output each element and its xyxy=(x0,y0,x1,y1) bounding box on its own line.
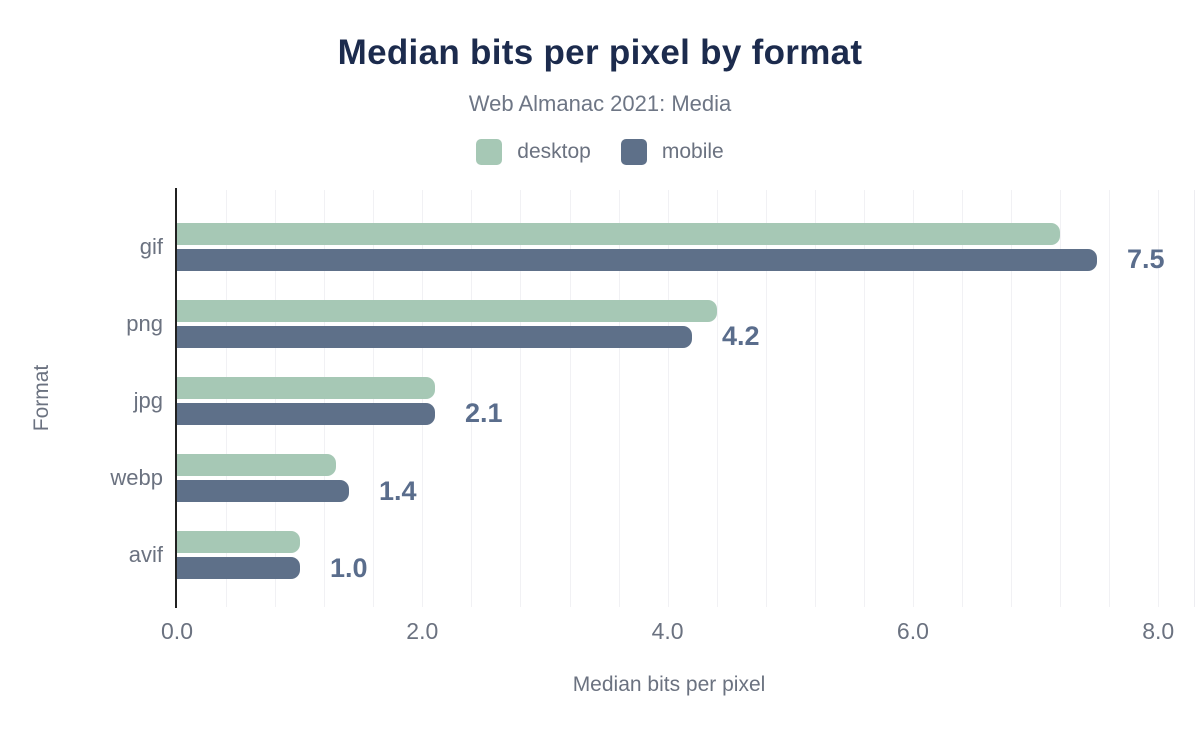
x-tick-label: 0.0 xyxy=(161,618,193,644)
desktop-bar-line xyxy=(177,531,1195,554)
desktop-bar xyxy=(177,454,336,477)
chart-subtitle: Web Almanac 2021: Media xyxy=(468,91,732,116)
desktop-bar-line xyxy=(177,376,1195,399)
x-tick-label: 8.0 xyxy=(1142,618,1175,644)
desktop-bar xyxy=(177,222,1060,245)
gridline xyxy=(765,190,767,607)
desktop-bar-line xyxy=(177,454,1195,477)
y-axis-title: Format xyxy=(30,364,53,432)
x-tick-label: 2.0 xyxy=(406,618,439,644)
desktop-bar xyxy=(177,376,435,399)
mobile-bar xyxy=(177,557,300,580)
bar-rows: gif 7.5 png 4.2 jpg 2.1 webp xyxy=(110,190,1195,607)
bar-group: gif 7.5 xyxy=(140,208,1195,285)
mobile-bar xyxy=(177,480,349,503)
mobile-bar-line: 2.1 xyxy=(177,398,1195,429)
gridline xyxy=(716,190,718,607)
mobile-bar-line: 7.5 xyxy=(177,244,1195,275)
mobile-bar-line: 1.0 xyxy=(177,552,1195,583)
desktop-bar xyxy=(177,299,717,322)
gridline xyxy=(912,190,914,607)
gridline xyxy=(814,190,816,607)
gridline xyxy=(1109,190,1111,607)
bar-group: webp 1.4 xyxy=(110,440,1195,517)
gridline xyxy=(520,190,522,607)
desktop-bar-line xyxy=(177,222,1195,245)
value-label: 2.1 xyxy=(465,398,503,429)
x-tick-label: 6.0 xyxy=(896,618,929,644)
gridline xyxy=(618,190,620,607)
value-label: 7.5 xyxy=(1127,244,1165,275)
desktop-bar-line xyxy=(177,299,1195,322)
category-label: gif xyxy=(139,233,163,259)
category-label: avif xyxy=(128,542,163,568)
gridline xyxy=(471,190,473,607)
chart-title: Median bits per pixel by format xyxy=(337,33,863,72)
legend-label: desktop xyxy=(517,140,591,163)
mobile-bar-line: 4.2 xyxy=(177,321,1195,352)
value-label: 1.4 xyxy=(379,475,417,506)
mobile-bar xyxy=(177,248,1097,271)
category-label: webp xyxy=(110,465,163,491)
bar-group: jpg 2.1 xyxy=(134,362,1195,439)
gridline xyxy=(863,190,865,607)
x-tick-label: 4.0 xyxy=(651,618,684,644)
legend: desktop mobile xyxy=(0,139,1200,165)
bar-group: png 4.2 xyxy=(126,285,1195,362)
gridline xyxy=(1158,190,1160,607)
category-label: png xyxy=(126,310,163,336)
x-axis-title: Median bits per pixel xyxy=(572,673,766,696)
gridline xyxy=(667,190,669,607)
gridline xyxy=(569,190,571,607)
value-label: 1.0 xyxy=(330,552,368,583)
gridline xyxy=(1060,190,1062,607)
legend-swatch xyxy=(476,139,503,165)
desktop-bar xyxy=(177,531,300,554)
bar-group: avif 1.0 xyxy=(129,517,1195,594)
plot-area: gif 7.5 png 4.2 jpg 2.1 webp xyxy=(110,190,1195,607)
mobile-bar-line: 1.4 xyxy=(177,475,1195,506)
legend-item: mobile xyxy=(620,139,724,165)
legend-swatch xyxy=(620,139,647,165)
legend-label: mobile xyxy=(661,140,724,163)
legend-item: desktop xyxy=(476,139,591,165)
mobile-bar xyxy=(177,402,435,425)
mobile-bar xyxy=(177,325,692,348)
y-axis-line xyxy=(175,188,177,608)
category-label: jpg xyxy=(133,387,163,413)
plot-right-edge xyxy=(1194,190,1195,607)
gridline xyxy=(1011,190,1012,607)
value-label: 4.2 xyxy=(722,321,760,352)
gridline xyxy=(962,190,963,607)
